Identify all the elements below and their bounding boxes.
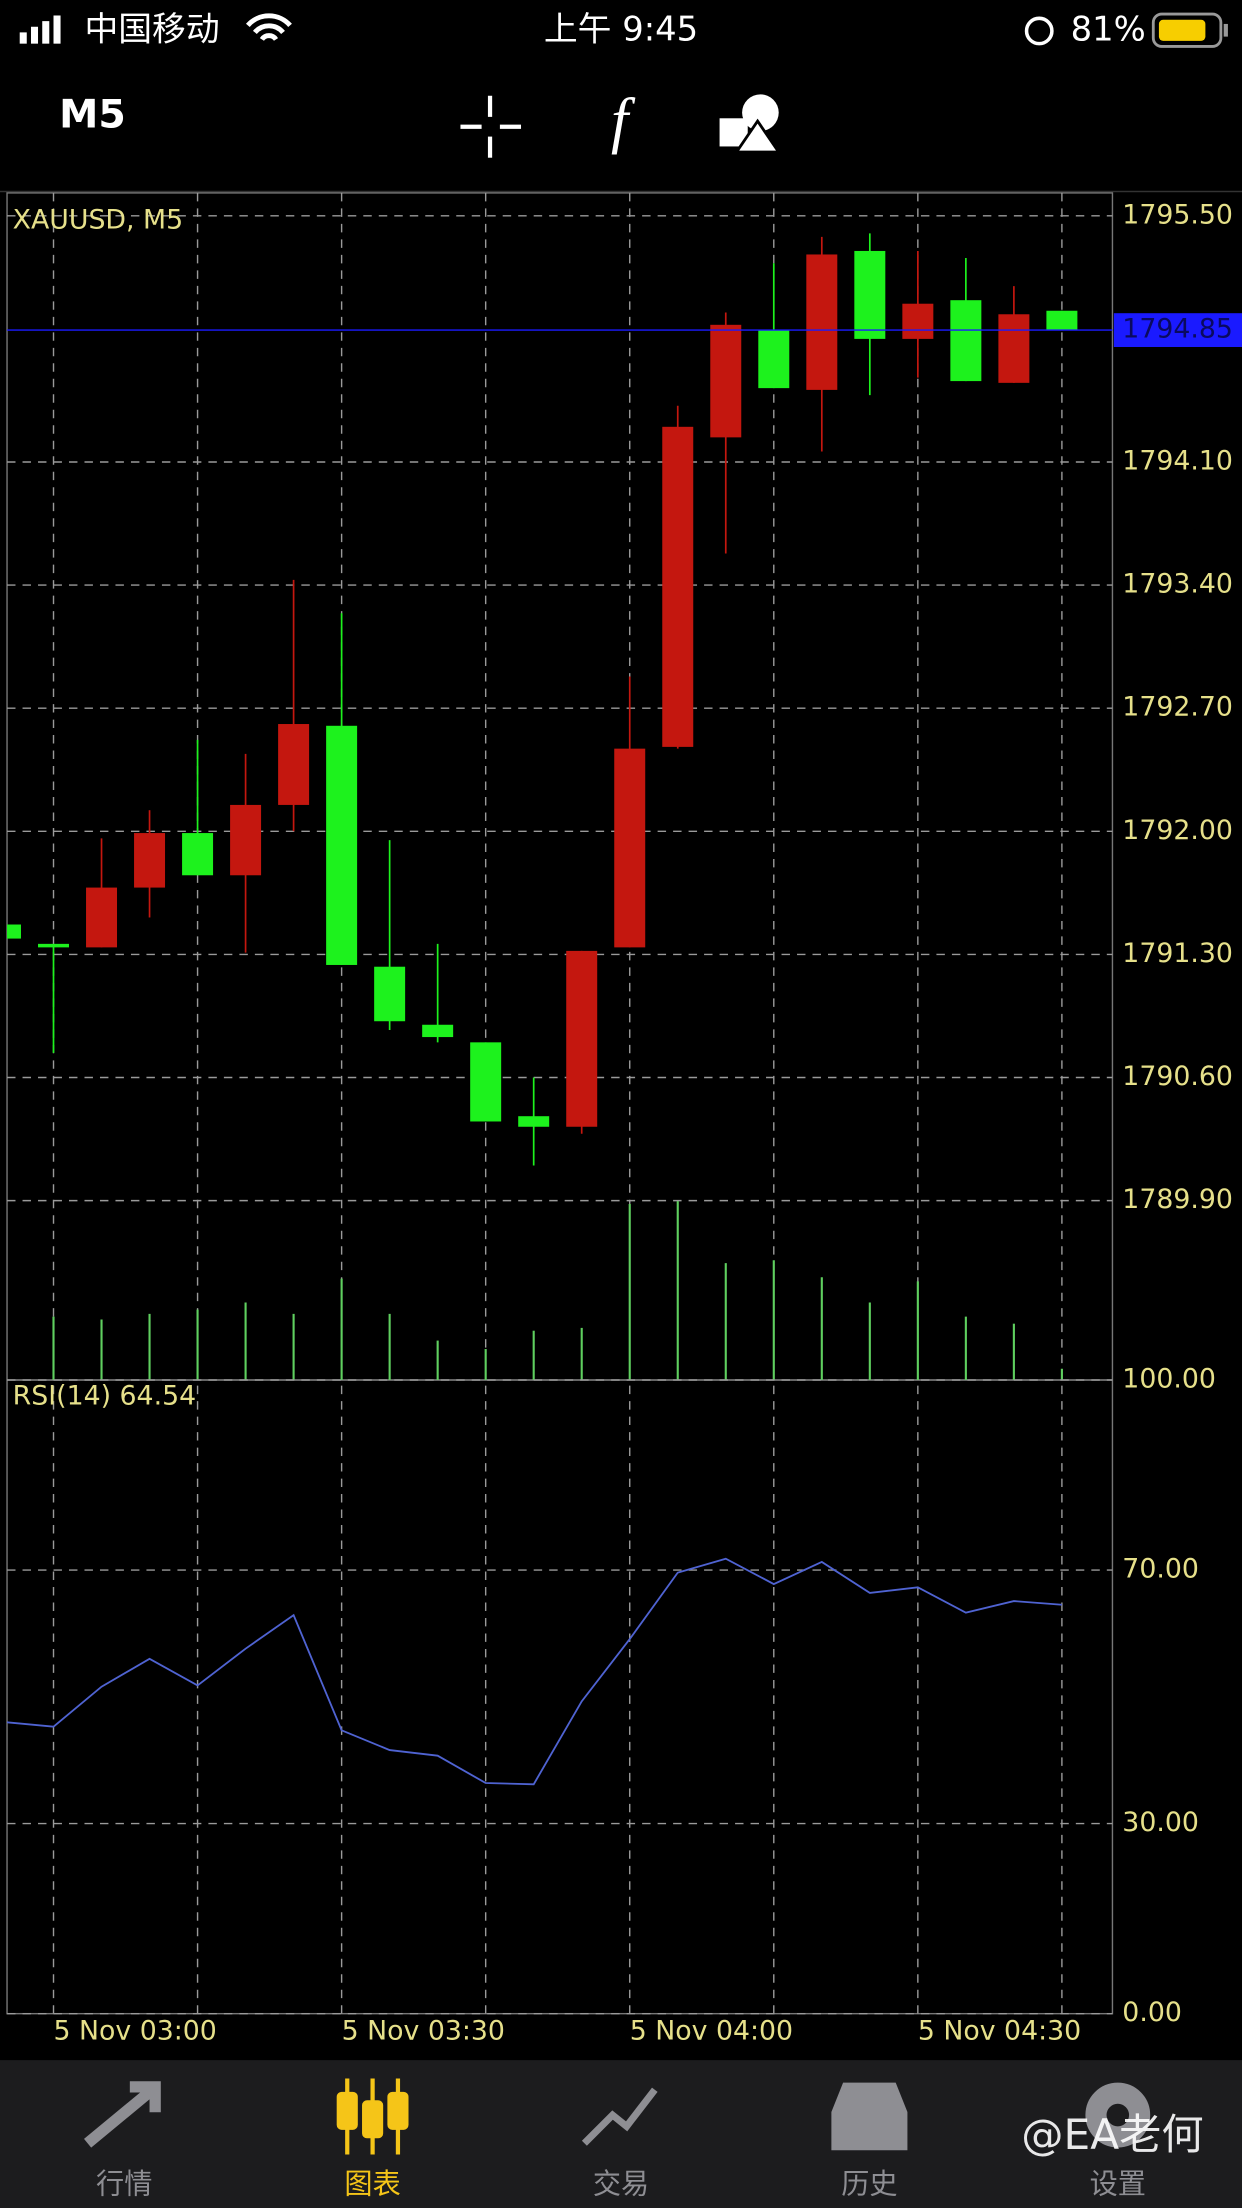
candle-body: [662, 426, 694, 747]
plot-frame: [6, 192, 1114, 2015]
candle-body: [1046, 310, 1078, 331]
y-tick-label: 1791.30: [1122, 938, 1233, 969]
candles: [7, 233, 1078, 1380]
y-tick-label: 70.00: [1122, 1554, 1199, 1585]
y-tick-label: 1794.10: [1122, 445, 1233, 476]
candle-body: [326, 725, 358, 965]
y-tick-label: 1793.40: [1122, 569, 1233, 600]
x-tick-label: 5 Nov 04:00: [630, 2015, 793, 2046]
candle-body: [7, 924, 21, 939]
candle-body: [182, 833, 214, 876]
battery-percent: 81%: [1071, 9, 1146, 48]
watermark: @EA老何: [1021, 2110, 1203, 2159]
tab-icon: [581, 2087, 658, 2146]
indicators-button[interactable]: f: [611, 87, 636, 155]
candle-body: [470, 1042, 502, 1122]
candle-body: [710, 324, 742, 438]
x-tick-label: 5 Nov 04:30: [918, 2015, 1081, 2046]
x-tick-label: 5 Nov 03:00: [54, 2015, 217, 2046]
candle-body: [806, 254, 838, 390]
rsi-line: [7, 1557, 1062, 1786]
candle-body: [902, 303, 934, 339]
tab-icon: [1085, 2082, 1151, 2148]
carrier: 中国移动: [84, 9, 219, 48]
y-tick-label: 100.00: [1122, 1363, 1216, 1394]
tab-label[interactable]: 行情: [96, 2167, 152, 2200]
candle-body: [374, 966, 406, 1022]
candle-body: [998, 314, 1030, 383]
y-tick-label: 1792.00: [1122, 815, 1233, 846]
chart-area: 1795.50 1794.10 1793.40 1792.70 1792.00 1791.…: [6, 192, 1242, 2046]
candle-body: [614, 748, 646, 948]
icon-shape: [581, 2087, 658, 2146]
y-tick-label: 1795.50: [1122, 199, 1233, 230]
status-bar: 中国移动 上午 9:45 81%: [19, 9, 1228, 48]
chart-title: XAUUSD, M5: [13, 205, 183, 236]
x-tick-label: 5 Nov 03:30: [342, 2015, 505, 2046]
y-tick-label: 1790.60: [1122, 1061, 1233, 1092]
tab-bar: 行情 图表 交易 历史 设置: [0, 2060, 1242, 2208]
bid-label: 1794.85: [1122, 314, 1233, 345]
candle-body: [566, 950, 598, 1127]
candle-body: [230, 804, 262, 876]
candle-body: [38, 943, 69, 948]
candle-body: [518, 1116, 550, 1127]
tab-label[interactable]: 设置: [1090, 2167, 1146, 2200]
icon-shape: [84, 2081, 161, 2148]
objects-button[interactable]: [719, 94, 782, 154]
y-tick-label: 0.00: [1122, 1997, 1182, 2028]
candle-body: [422, 1024, 454, 1038]
icon-shape: [387, 2091, 409, 2130]
crosshair-button[interactable]: [460, 95, 522, 158]
tab-icon: [84, 2081, 161, 2148]
icon-shape: [336, 2091, 358, 2130]
bid-label-bg: [1113, 313, 1242, 347]
y-tick-label: 1792.70: [1122, 692, 1233, 723]
candle-body: [854, 250, 886, 339]
tab-label[interactable]: 历史: [841, 2167, 897, 2200]
indicator-title: RSI(14) 64.54: [13, 1380, 196, 1411]
tab-icon: [831, 2082, 908, 2151]
icon-shape: [362, 2100, 384, 2139]
tab-label[interactable]: 图表: [344, 2167, 400, 2200]
candle-body: [86, 887, 118, 948]
tab-icon: [336, 2078, 409, 2155]
candle-body: [278, 724, 310, 805]
clock: 上午 9:45: [544, 9, 698, 48]
candle-body: [950, 300, 982, 382]
candle-body: [134, 833, 166, 888]
candle-body: [758, 330, 790, 389]
y-tick-label: 30.00: [1122, 1807, 1199, 1838]
timeframe-button[interactable]: M5: [59, 91, 126, 137]
icon-shape: [1106, 2103, 1130, 2127]
tab-label[interactable]: 交易: [593, 2167, 649, 2200]
toolbar: M5 f: [59, 87, 782, 158]
icon-shape: [831, 2082, 908, 2151]
y-tick-label: 1789.90: [1122, 1184, 1233, 1215]
